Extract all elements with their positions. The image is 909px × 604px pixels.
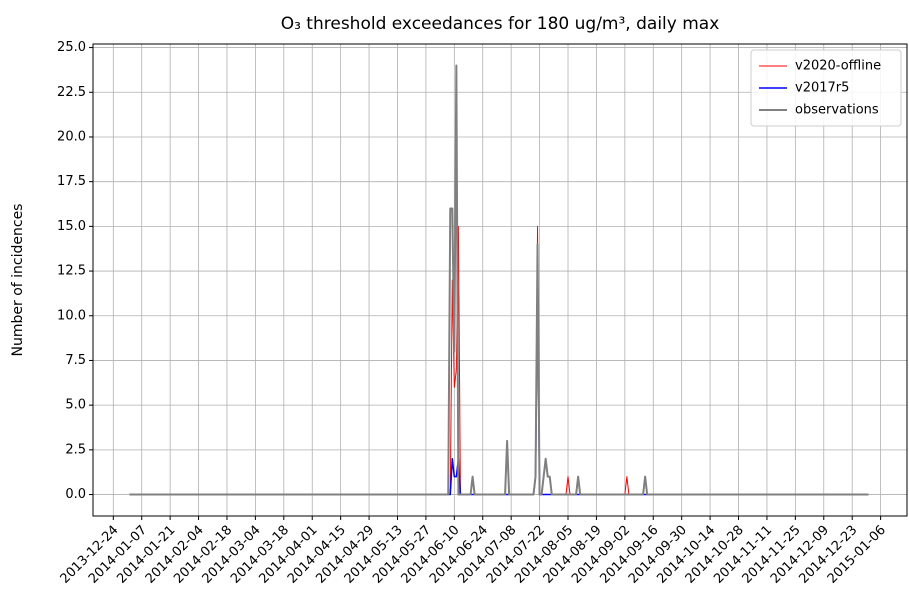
y-tick-label: 5.0 (65, 398, 86, 413)
plot-frame (92, 43, 908, 517)
y-tick-label: 10.0 (57, 308, 86, 323)
y-tick-label: 22.5 (57, 85, 86, 100)
y-tick-label: 2.5 (65, 442, 86, 457)
y-tick-label: 20.0 (57, 129, 86, 144)
y-tick-label: 0.0 (65, 487, 86, 502)
legend-label: v2017r5 (795, 81, 849, 96)
y-tick-label: 7.5 (65, 353, 86, 368)
legend-label: observations (795, 103, 879, 118)
y-tick-label: 12.5 (57, 264, 86, 279)
data-line (129, 279, 869, 496)
chart-title: O₃ threshold exceedances for 180 ug/m³, … (281, 14, 720, 34)
y-tick-label: 25.0 (57, 40, 86, 55)
legend-box (750, 49, 902, 127)
y-axis-label: Number of incidences (10, 204, 26, 357)
y-tick-label: 17.5 (57, 174, 86, 189)
y-tick-label: 15.0 (57, 219, 86, 234)
data-line (129, 64, 869, 496)
legend-label: v2020-offline (795, 59, 881, 74)
legend: v2020-offline v2017r5 observations (750, 49, 902, 127)
